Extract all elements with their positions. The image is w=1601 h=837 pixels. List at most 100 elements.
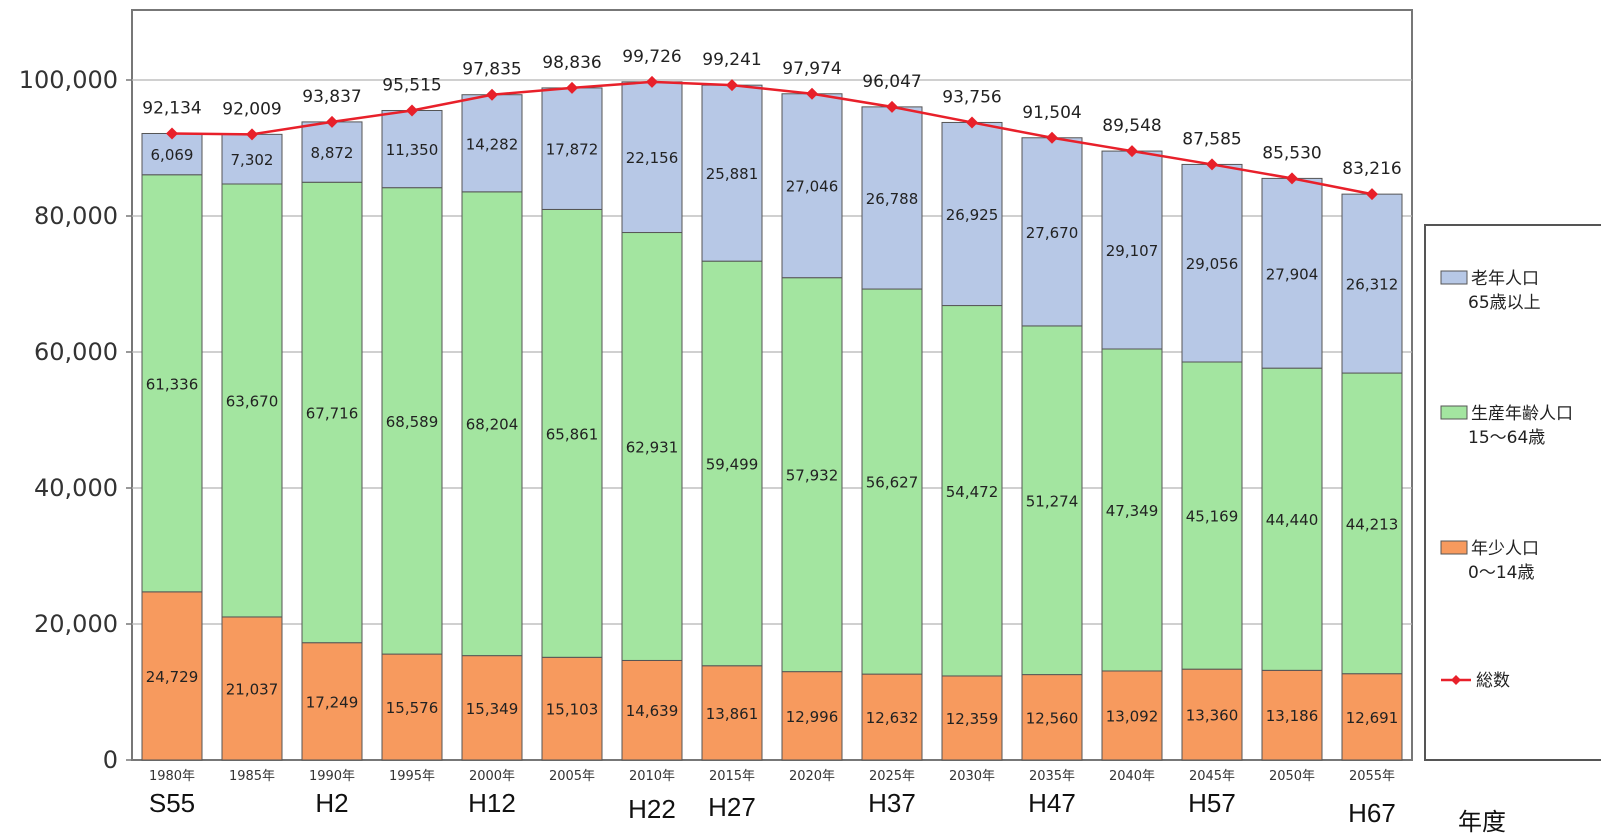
x-tick-label: 2000年 (469, 769, 515, 784)
working-value-label: 44,440 (1266, 511, 1319, 529)
total-marker (646, 75, 658, 88)
y-tick-label: 20,000 (34, 610, 118, 638)
bar-segment-young (221, 616, 283, 761)
total-value-label: 99,726 (622, 47, 681, 67)
total-value-label: 87,585 (1182, 129, 1241, 149)
young-value-label: 15,103 (546, 701, 599, 719)
young-value-label: 13,861 (706, 705, 759, 723)
x-tick-label: 2050年 (1269, 769, 1315, 784)
legend-label: 15～64歳 (1468, 428, 1545, 448)
young-value-label: 12,996 (786, 708, 839, 726)
young-value-label: 21,037 (226, 680, 279, 698)
elderly-value-label: 22,156 (626, 149, 679, 167)
x-tick-label: 2055年 (1349, 769, 1395, 784)
legend-swatch (1440, 270, 1468, 285)
bar-segment-elderly (541, 87, 603, 210)
total-marker (886, 100, 898, 113)
elderly-value-label: 11,350 (386, 141, 439, 159)
bar-segment-young (301, 642, 363, 761)
x-tick-label: 2040年 (1109, 769, 1155, 784)
legend-box (1424, 224, 1601, 761)
bar-segment-young (621, 659, 683, 761)
x-tick-label: 1985年 (229, 769, 275, 784)
total-value-label: 83,216 (1342, 159, 1401, 179)
bar-segment-young (1101, 670, 1163, 761)
bar-segment-elderly (941, 121, 1003, 307)
total-value-label: 97,835 (462, 60, 521, 80)
working-value-label: 51,274 (1026, 492, 1079, 510)
young-value-label: 12,359 (946, 710, 999, 728)
total-marker (1126, 145, 1138, 158)
bar-segment-elderly (461, 94, 523, 193)
bar-segment-young (141, 591, 203, 761)
bar-segment-elderly (701, 84, 763, 262)
total-value-label: 96,047 (862, 72, 921, 92)
total-value-label: 92,009 (222, 99, 281, 119)
total-value-label: 89,548 (1102, 116, 1161, 136)
bar-segment-young (1021, 674, 1083, 761)
elderly-value-label: 14,282 (466, 135, 519, 153)
working-value-label: 68,589 (386, 413, 439, 431)
bar-segment-elderly (1341, 193, 1403, 374)
bar-segment-working (1101, 348, 1163, 672)
total-marker (1206, 158, 1218, 171)
elderly-value-label: 27,670 (1026, 224, 1079, 242)
young-value-label: 15,349 (466, 700, 519, 718)
total-marker (966, 116, 978, 129)
bar-segment-young (381, 653, 443, 761)
era-label: H67 (1348, 798, 1396, 828)
segment-labels: 24,729 61,336 6,069 21,037 63,670 7,302 17,249… (146, 135, 1399, 728)
bar-segment-elderly (381, 109, 443, 189)
total-marker (806, 87, 818, 100)
working-value-label: 56,627 (866, 474, 919, 492)
x-tick-label: 2045年 (1189, 769, 1235, 784)
total-line: 92,134 92,009 93,837 95,515 97,835 98,836 99,7… (142, 47, 1402, 201)
legend-label: 老年人口 (1471, 269, 1539, 289)
bar-segment-working (141, 174, 203, 593)
bar-segment-elderly (621, 81, 683, 234)
young-value-label: 13,092 (1106, 707, 1159, 725)
bar-segment-working (1181, 361, 1243, 670)
y-axis: 0 20,000 40,000 60,000 80,000 100,000 (19, 66, 132, 774)
bar-segment-young (1261, 669, 1323, 761)
elderly-value-label: 8,872 (311, 144, 354, 162)
y-tick-label: 0 (103, 746, 118, 774)
bar-segment-working (461, 191, 523, 657)
total-value-label: 98,836 (542, 53, 601, 73)
working-value-label: 63,670 (226, 392, 279, 410)
young-value-label: 13,186 (1266, 707, 1319, 725)
young-value-label: 15,576 (386, 699, 439, 717)
legend-label: 年少人口 (1471, 539, 1539, 559)
elderly-value-label: 29,107 (1106, 242, 1159, 260)
bar-segment-young (701, 665, 763, 761)
total-value-label: 91,504 (1022, 103, 1081, 123)
x-axis: 1980年 1985年 1990年 1995年 2000年 2005年 2010年 2015年… (149, 769, 1396, 828)
x-tick-label: 1995年 (389, 769, 435, 784)
total-marker (1046, 131, 1058, 144)
elderly-value-label: 6,069 (151, 146, 194, 164)
total-marker (726, 79, 738, 92)
era-label: H57 (1188, 788, 1236, 818)
bar-segment-elderly (1101, 150, 1163, 350)
era-label: H37 (868, 788, 916, 818)
working-value-label: 59,499 (706, 455, 759, 473)
elderly-value-label: 26,925 (946, 206, 999, 224)
bar-segment-elderly (141, 132, 203, 176)
working-value-label: 61,336 (146, 375, 199, 393)
bar-segment-working (701, 260, 763, 667)
bar-segment-young (861, 673, 923, 761)
era-label: H47 (1028, 788, 1076, 818)
elderly-value-label: 29,056 (1186, 255, 1239, 273)
legend-label: 0～14歳 (1468, 563, 1534, 583)
working-value-label: 62,931 (626, 438, 679, 456)
bar-segment-elderly (781, 93, 843, 279)
bar-segment-working (621, 232, 683, 661)
bar-segment-working (541, 208, 603, 658)
working-value-label: 57,932 (786, 467, 839, 485)
total-marker (246, 128, 258, 141)
bar-segment-working (1341, 372, 1403, 675)
bar-segment-elderly (1181, 163, 1243, 363)
working-value-label: 44,213 (1346, 515, 1399, 533)
